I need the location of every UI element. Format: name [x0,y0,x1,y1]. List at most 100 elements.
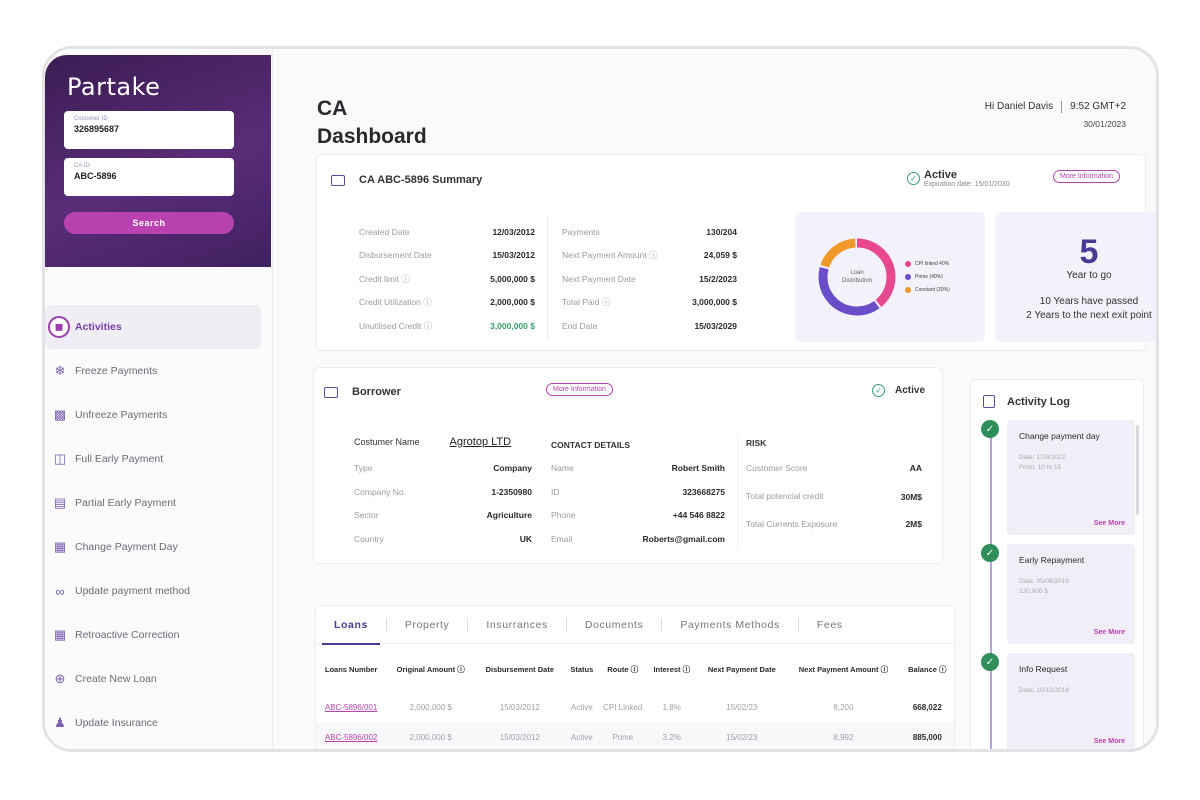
table-row[interactable]: ABC-5896/002 2,000,000 $ 15/03/2012 Acti… [316,722,954,749]
legend-label: CPI linked 40% [915,261,950,267]
sidebar-item-activities[interactable]: ◼ Activities [45,305,261,349]
loan-distribution-chart: Loan Distribution CPI linked 40% Prime (40… [795,212,985,342]
sidebar-item-unfreeze-payments[interactable]: ▩ Unfreeze Payments [45,393,271,437]
column-header[interactable]: Interest ⓘ [646,646,697,692]
detail-value: UK [519,534,532,545]
sidebar-item-retroactive-correction[interactable]: ▦ Retroactive Correction [45,613,271,657]
more-information-button[interactable]: More Information [546,383,613,396]
loan-number-link[interactable]: ABC-5896/002 [316,722,387,749]
check-icon: ✓ [981,544,999,562]
detail-key: Type [354,462,373,473]
see-more-link[interactable]: See More [1093,520,1125,527]
summary-card: CA ABC-5896 Summary ✓ Active Expiration … [316,154,1156,351]
tab-insurrances[interactable]: Insurrances [486,618,548,631]
new-loan-icon: ⊕ [54,671,66,686]
customer-id-field[interactable]: Costumer ID 326895687 [64,111,234,149]
more-information-button[interactable]: More Information [1053,170,1120,183]
activity-item[interactable]: Early Repayment Date: 05/08/2019 130,000… [1007,544,1135,644]
ca-id-label: CA ID [74,163,90,169]
activity-item[interactable]: Change payment day Date: 17/8/2022 From:… [1007,420,1135,535]
full-payment-icon: ◫ [53,451,67,466]
column-header[interactable]: Loans Number [316,646,386,692]
info-icon: ⓘ [401,273,411,284]
legend-swatch [905,260,911,267]
column-header[interactable]: Status [564,646,599,692]
detail-key: Customer Score [746,462,808,473]
sidebar-menu: ◼ Activities ❄ Freeze Payments ▩ Unfreeze P… [45,305,271,745]
column-header-label: Next Payment Date [707,664,776,674]
summary-key: End Date [562,320,598,331]
column-header[interactable]: Next Payment Amount ⓘ [786,646,900,692]
sidebar-item-label: Update payment method [75,585,190,597]
summary-value: 5,000,000 $ [490,273,535,284]
tab-payments-methods[interactable]: Payments Methods [680,618,780,631]
customer-id-value: 326895687 [74,124,120,134]
column-header-label: Balance [908,664,937,674]
summary-key: Disbursement Date [359,250,432,261]
activities-icon: ◼ [48,316,70,338]
borrower-title: Borrower [352,386,401,398]
sidebar-item-label: Create New Loan [75,673,157,685]
tab-loans[interactable]: Loans [316,606,386,645]
page-title-line1: CA [317,97,348,120]
detail-value: Agriculture [486,510,532,521]
customer-name-link[interactable]: Agrotop LTD [449,436,512,448]
tab-fees[interactable]: Fees [816,618,843,631]
column-header[interactable]: Disbursement Date [475,646,564,692]
scrollbar[interactable] [1136,425,1139,515]
column-header[interactable]: Route ⓘ [599,646,646,692]
summary-value: 15/2/2023 [699,273,737,284]
summary-row: Unutilised Credit ⓘ 3,000,000 $ [359,314,535,338]
loan-number-link[interactable]: ABC-5896/001 [324,702,378,712]
check-circle-icon: ✓ [907,172,920,185]
see-more-link[interactable]: See More [1093,738,1125,745]
donut-chart: Loan Distribution [818,238,896,316]
activity-date: Date: 10/10/2018 [1019,687,1069,694]
detail-row: Total Currents Exposure 2M$ [746,514,922,534]
column-header[interactable]: Balance ⓘ [901,646,954,692]
legend-swatch [905,273,911,280]
sidebar-item-freeze-payments[interactable]: ❄ Freeze Payments [45,349,271,393]
summary-row: Credit Utilization ⓘ 2,000,000 $ [359,291,535,315]
customer-name-label: Costumer Name [354,437,420,447]
activity-item[interactable]: Info Request Date: 10/10/2018 See More [1007,653,1135,749]
user-greeting: Hi Daniel Davis 9:52 GMT+2 30/01/2023 [985,101,1126,129]
ca-id-field[interactable]: CA ID ABC-5896 [64,158,234,196]
search-button[interactable]: Search [64,212,234,234]
sidebar-item-create-new-loan[interactable]: ⊕ Create New Loan [45,657,271,701]
activity-item-title: Change payment day [1019,431,1100,441]
loans-table: Loans Number Original Amount ⓘ Disbursem… [316,646,954,749]
column-header[interactable]: Next Payment Date [697,646,786,692]
unfreeze-icon: ▩ [53,407,67,422]
see-more-link[interactable]: See More [1093,629,1125,636]
summary-left-list: Created Date 12/03/2012 Disbursement Date… [359,220,535,338]
customer-id-label: Costumer ID [74,116,108,122]
summary-right-list: Payments 130/204 Next Payment Amount ⓘ 24,… [562,220,737,338]
partial-payment-icon: ▤ [53,495,67,510]
detail-value: 30M$ [900,491,922,502]
column-header-label: Route [607,664,629,674]
column-header[interactable]: Original Amount ⓘ [386,646,475,692]
column-header-label: Disbursement Date [485,664,554,674]
tab-property[interactable]: Property [404,618,450,631]
sidebar-item-update-payment-method[interactable]: ∞ Update payment method [45,569,271,613]
legend-label: Prime (40%) [915,274,943,280]
summary-key: Created Date [359,226,410,237]
sidebar-item-partial-early-payment[interactable]: ▤ Partial Early Payment [45,481,271,525]
sidebar-item-change-payment-day[interactable]: ▦ Change Payment Day [45,525,271,569]
summary-value: 15/03/2029 [694,320,737,331]
table-row[interactable]: ABC-5896/001 2,000,000 $ 15/03/2012 Acti… [316,692,954,722]
divider [797,617,799,632]
divider [467,617,469,632]
greeting-text: Hi Daniel Davis [984,101,1054,112]
detail-row: Name Robert Smith [551,456,725,480]
sidebar-item-full-early-payment[interactable]: ◫ Full Early Payment [45,437,271,481]
detail-row: Country UK [354,527,532,551]
sidebar-item-update-insurance[interactable]: ♟ Update Insurance [45,701,271,745]
divider [547,215,548,340]
table-cell: Active [564,722,600,749]
summary-row: Credit limit ⓘ 5,000,000 $ [359,267,535,291]
tab-documents[interactable]: Documents [584,618,644,631]
ca-id-value: ABC-5896 [74,171,117,181]
legend-item: Prime (40%) [905,271,950,284]
